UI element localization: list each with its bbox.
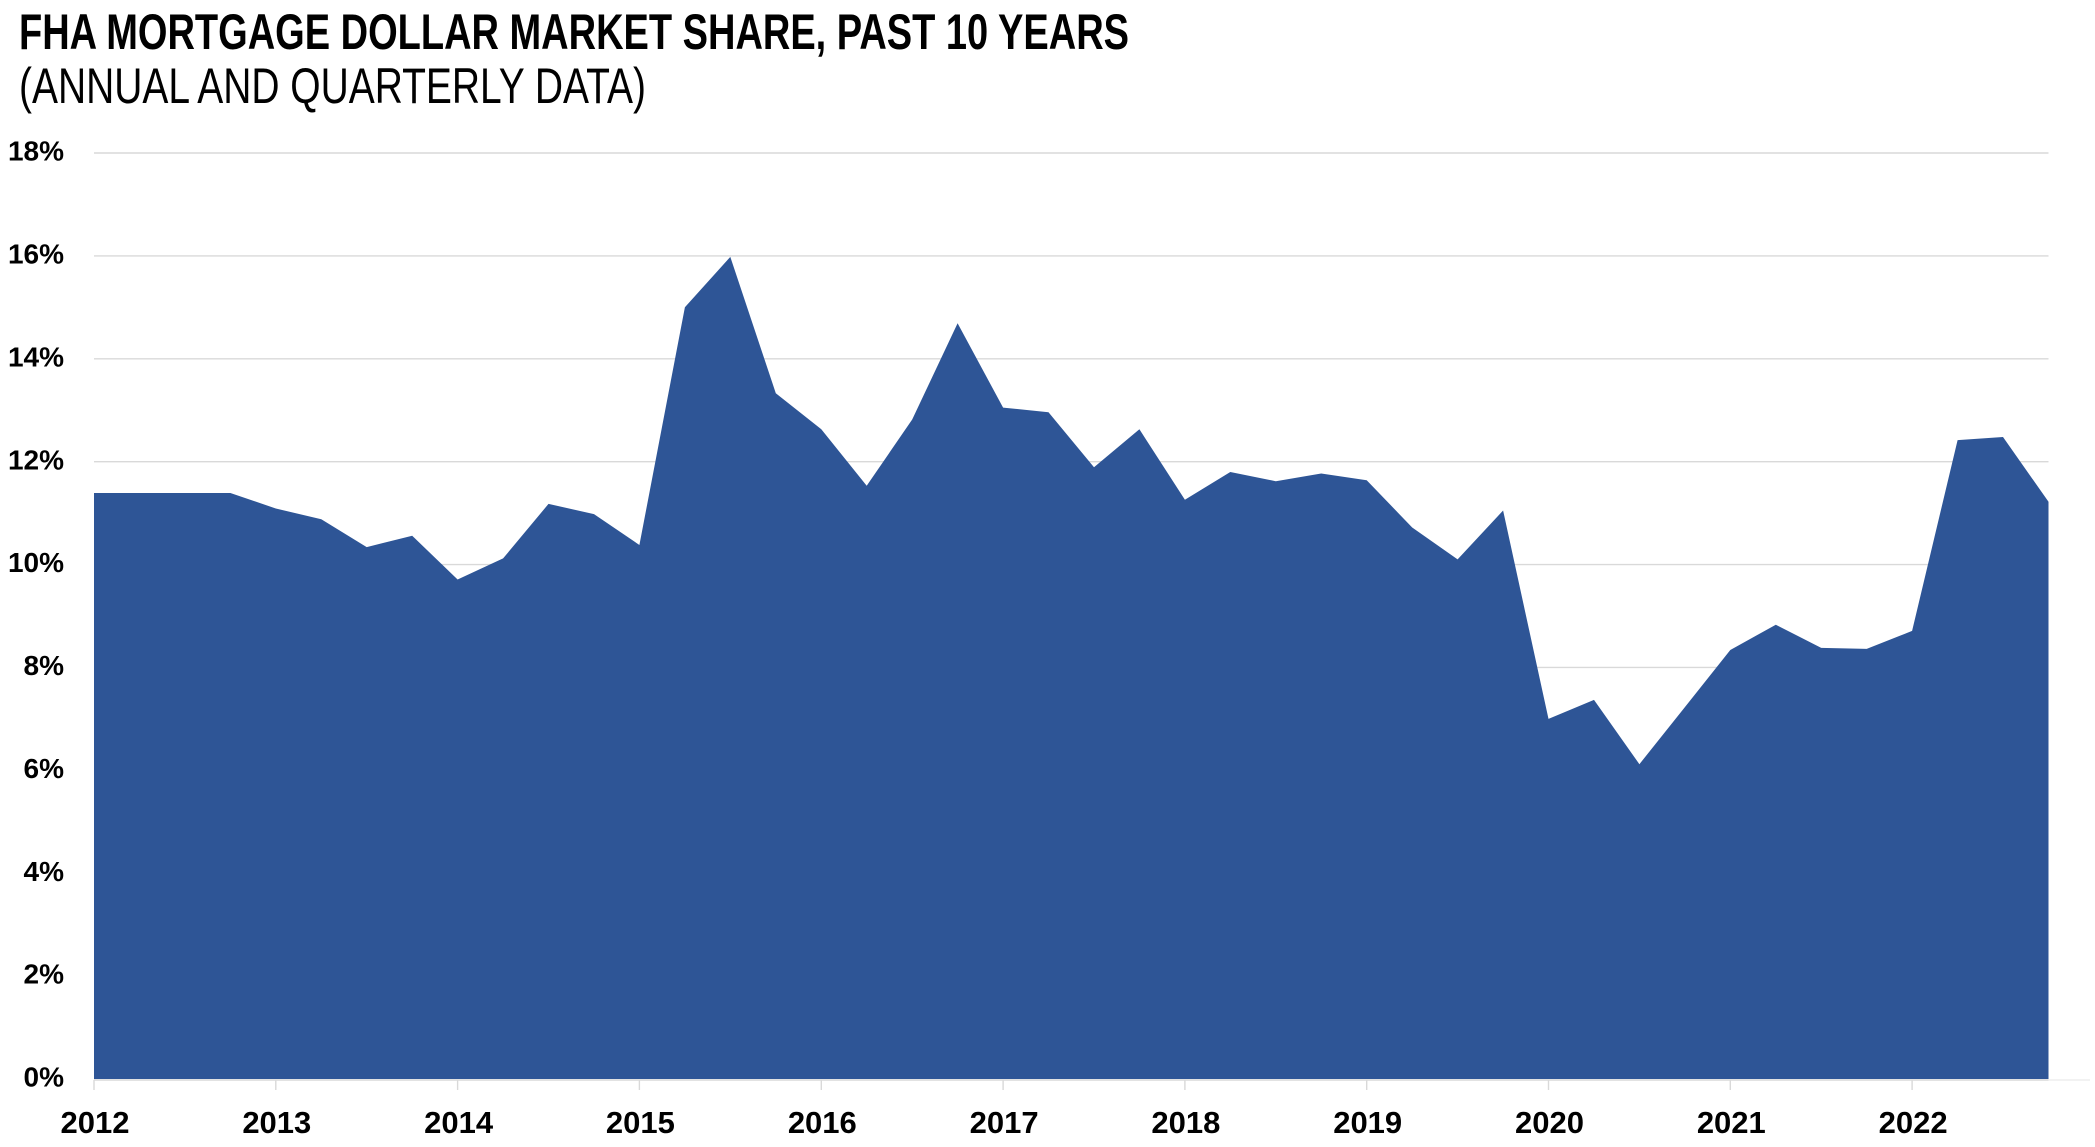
svg-text:10%: 10% bbox=[8, 547, 64, 578]
svg-text:2014: 2014 bbox=[424, 1105, 494, 1140]
svg-text:2018: 2018 bbox=[1151, 1105, 1220, 1140]
svg-text:16%: 16% bbox=[8, 239, 64, 270]
svg-text:2017: 2017 bbox=[970, 1105, 1039, 1140]
svg-text:2012: 2012 bbox=[61, 1105, 130, 1140]
svg-text:8%: 8% bbox=[24, 650, 65, 681]
svg-text:FHA MORTGAGE DOLLAR MARKET SHA: FHA MORTGAGE DOLLAR MARKET SHARE, PAST 1… bbox=[19, 4, 1129, 60]
svg-text:2015: 2015 bbox=[606, 1105, 675, 1140]
svg-text:2%: 2% bbox=[24, 959, 65, 990]
svg-text:12%: 12% bbox=[8, 444, 64, 475]
svg-text:2016: 2016 bbox=[788, 1105, 857, 1140]
svg-text:(ANNUAL AND QUARTERLY DATA): (ANNUAL AND QUARTERLY DATA) bbox=[19, 58, 646, 114]
svg-text:2021: 2021 bbox=[1697, 1105, 1766, 1140]
svg-text:2020: 2020 bbox=[1515, 1105, 1584, 1140]
svg-text:0%: 0% bbox=[24, 1062, 65, 1093]
svg-text:4%: 4% bbox=[24, 856, 65, 887]
svg-text:2022: 2022 bbox=[1879, 1105, 1948, 1140]
svg-text:2013: 2013 bbox=[242, 1105, 311, 1140]
svg-text:18%: 18% bbox=[8, 136, 64, 167]
svg-text:2019: 2019 bbox=[1333, 1105, 1402, 1140]
svg-text:6%: 6% bbox=[24, 753, 65, 784]
svg-text:14%: 14% bbox=[8, 341, 64, 372]
